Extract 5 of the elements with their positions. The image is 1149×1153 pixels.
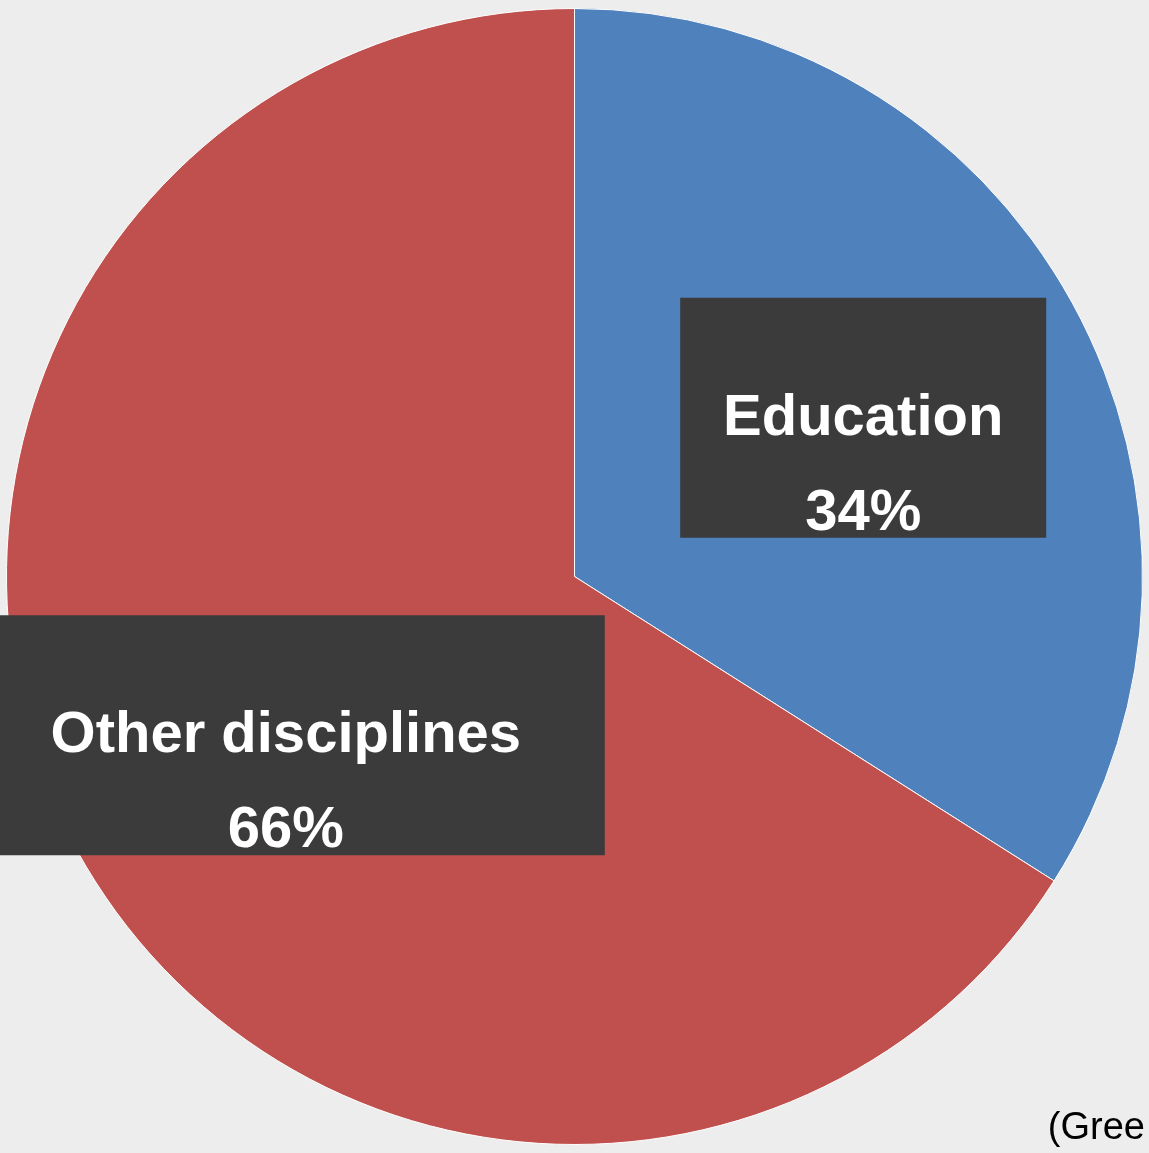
slice-label: Education: [723, 381, 1004, 447]
data-label: 66%: [227, 794, 344, 860]
data-label: 34%: [805, 476, 922, 542]
slice-label: Other disciplines: [50, 699, 522, 765]
text: (Gree: [1047, 1105, 1145, 1147]
